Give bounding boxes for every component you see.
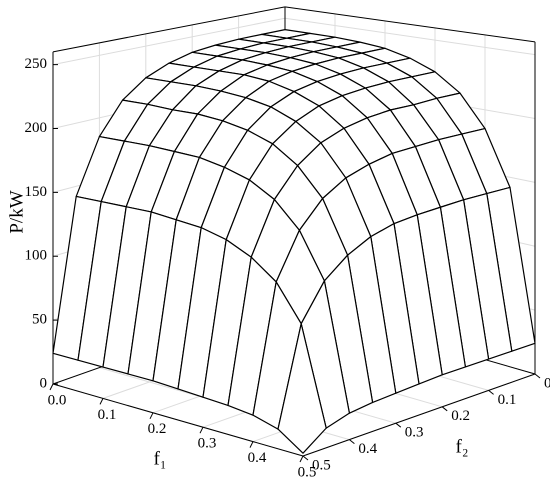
y-tick-label: 0.3: [405, 425, 424, 441]
z-tick-label: 0: [40, 375, 48, 391]
tick-mark: [349, 439, 355, 444]
box-edge: [52, 6, 286, 53]
y-tick-label: 0.5: [312, 457, 331, 473]
axes: 0 50 100 150 200 250 0.0 0.1 0.2 0.3 0.4 0.5 0.0 0.1 0…: [25, 56, 550, 480]
x-tick-label: 0.3: [198, 436, 217, 452]
tick-mark: [49, 383, 54, 391]
z-tick-label: 50: [32, 312, 47, 328]
y-tick-label: 0.4: [358, 441, 377, 457]
tick-mark: [441, 406, 448, 412]
tick-mark: [99, 398, 104, 405]
z-tick-label: 150: [25, 184, 48, 200]
y-tick-label: 0.0: [544, 375, 550, 391]
tick-mark: [199, 426, 204, 434]
surface-cell: [277, 323, 327, 454]
tick-mark: [299, 455, 304, 463]
axis-line: [302, 373, 536, 457]
z-tick-label: 100: [25, 248, 48, 264]
tick-mark: [249, 441, 254, 448]
tick-mark: [302, 455, 309, 461]
grid-line: [52, 17, 286, 66]
tick-mark: [149, 412, 154, 420]
x-tick-label: 0.4: [248, 450, 267, 466]
y-tick-label: 0.1: [498, 392, 517, 408]
z-tick-label: 250: [25, 56, 48, 72]
x-tick-label: 0.1: [98, 407, 117, 423]
y-axis-label: f₂: [456, 436, 469, 457]
tick-mark: [534, 373, 541, 379]
surface: [52, 29, 536, 454]
tick-mark: [395, 422, 402, 428]
x-tick-label: 0.2: [148, 421, 167, 437]
tick-mark: [488, 390, 494, 395]
x-axis-label: f₁: [154, 448, 167, 469]
x-tick-label: 0.0: [48, 392, 67, 408]
y-tick-label: 0.2: [451, 408, 470, 424]
z-tick-label: 200: [25, 120, 48, 136]
box-edge: [284, 6, 536, 43]
axis-line: [52, 383, 304, 457]
grid-line: [284, 17, 536, 56]
z-axis-label: P/kW: [6, 190, 27, 233]
x-tick-label: 0.5: [298, 464, 317, 480]
